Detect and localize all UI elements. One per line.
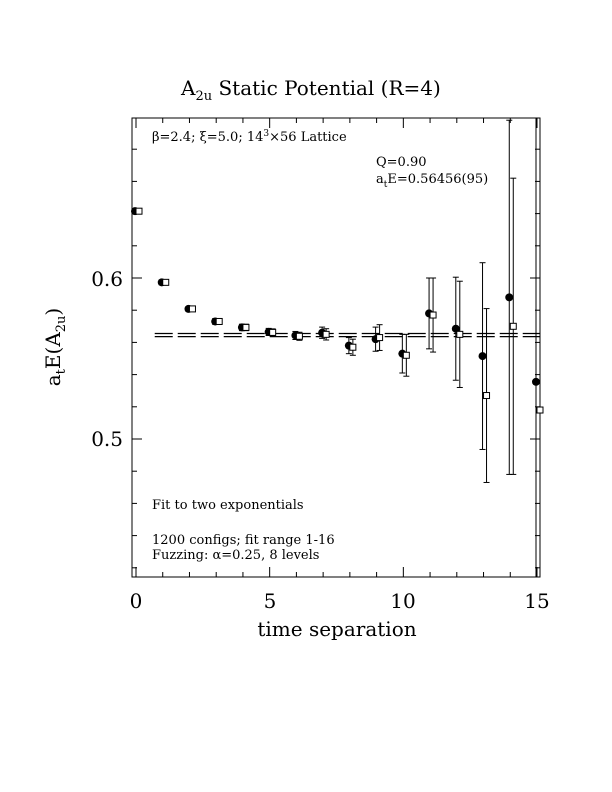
chart-title-subscript: 2u [195,89,212,104]
y-tick-label-0.5: 0.5 [91,427,123,451]
data-point-square [162,278,170,286]
chart-title-rest: Static Potential (R=4) [212,76,441,100]
fit-energy-subscript: t [384,180,388,190]
fuzzing-annotation: Fuzzing: α=0.25, 8 levels [152,548,319,563]
fit-energy-annotation: atE=0.56456(95) [376,172,488,190]
y-axis-label: atE(A2u) [41,308,69,387]
data-point-square [536,406,544,414]
data-point-square [456,330,464,338]
y-tick-label-0.6: 0.6 [91,267,123,291]
chart-title-main: A [180,76,196,100]
data-point-circle [505,293,514,302]
fit-method-annotation: Fit to two exponentials [152,498,304,513]
data-point-square [135,207,143,215]
fit-band [154,332,540,338]
data-point-square [509,322,517,330]
lattice-annotation-superscript: 3 [263,129,269,139]
data-point-square [376,334,384,342]
data-point-circle [478,352,487,361]
data-point-square [322,330,330,338]
data-point-square [269,328,277,336]
data-point-square [402,351,410,359]
y-axis-label-close: ) [41,308,65,316]
data-points [131,118,544,577]
data-point-square [215,317,223,325]
x-tick-label-5: 5 [264,589,277,613]
fit-energy-a: a [376,172,384,187]
y-axis-label-sub-t: t [54,368,69,374]
lattice-annotation-prefix: β=2.4; ξ=5.0; 14 [152,130,263,145]
chart-title: A2u Static Potential (R=4) [180,76,441,104]
x-tick-label-0: 0 [130,589,143,613]
data-point-square [429,311,437,319]
y-axis-label-a: a [41,374,65,386]
x-tick-label-10: 10 [390,589,415,613]
data-point-square [483,392,491,400]
fit-energy-value: E=0.56456(95) [387,172,488,187]
y-axis-label-sub-2u: 2u [54,316,69,333]
data-point-square [188,305,196,313]
configs-annotation: 1200 configs; fit range 1-16 [152,533,335,548]
data-point-square [295,332,303,340]
data-point-square [242,323,250,331]
axis-ticks [132,118,540,577]
y-axis-label-mid: E(A [41,332,65,369]
data-point-circle [532,377,540,386]
data-point-square [349,343,357,351]
lattice-annotation: β=2.4; ξ=5.0; 143×56 Lattice [152,129,347,145]
lattice-annotation-suffix: ×56 Lattice [269,130,347,145]
x-tick-label-15: 15 [524,589,549,613]
q-value-annotation: Q=0.90 [376,155,427,170]
x-axis-label: time separation [257,617,416,641]
data-point-circle [451,324,460,333]
